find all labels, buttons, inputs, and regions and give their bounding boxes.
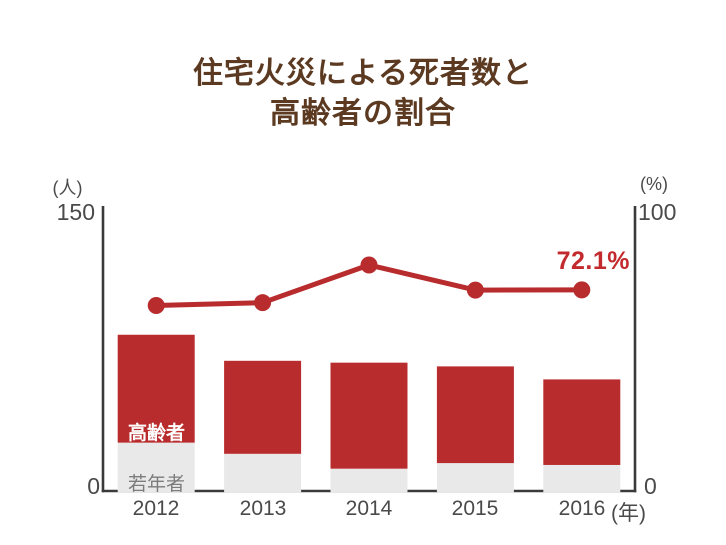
- chart-title-line2: 高齢者の割合: [270, 97, 456, 130]
- bar-2014-young: [330, 468, 408, 493]
- bar-2013-young: [224, 453, 302, 493]
- line-point-2016: [573, 281, 591, 299]
- bar-2014-elderly: [330, 362, 408, 469]
- bar-2016-young: [543, 464, 621, 493]
- x-tick-2013: 2013: [239, 497, 287, 520]
- x-axis-unit: (年): [611, 502, 646, 525]
- bar-2015-young: [436, 463, 514, 493]
- line-point-2012: [147, 296, 165, 314]
- x-tick-2014: 2014: [345, 497, 393, 520]
- x-tick-2012: 2012: [132, 497, 180, 520]
- bar-2016-elderly: [543, 379, 621, 465]
- chart-title: 住宅火災による死者数と 高齢者の割合: [0, 54, 726, 134]
- left-axis-min-tick: 0: [87, 473, 100, 499]
- right-axis-max-tick: 100: [638, 199, 677, 225]
- right-axis-min-tick: 0: [644, 473, 657, 499]
- x-tick-2015: 2015: [451, 497, 499, 520]
- left-axis-unit: (人): [52, 178, 83, 198]
- line-point-2014: [360, 256, 378, 274]
- line-point-2013: [254, 294, 272, 312]
- line-value-annotation: 72.1%: [556, 247, 630, 275]
- bar-2013-elderly: [224, 360, 302, 454]
- series-label-elderly: 高齢者: [127, 423, 185, 444]
- left-axis-max-tick: 150: [56, 199, 95, 225]
- right-axis-unit: (%): [640, 174, 668, 194]
- x-tick-2016: 2016: [558, 497, 606, 520]
- bar-2015-elderly: [436, 366, 514, 464]
- bar-2012-elderly: [117, 334, 195, 443]
- chart-title-line1: 住宅火災による死者数と: [192, 57, 534, 90]
- bar-2012-young: [117, 442, 195, 493]
- line-point-2015: [466, 281, 484, 299]
- series-label-young: 若年者: [127, 474, 185, 495]
